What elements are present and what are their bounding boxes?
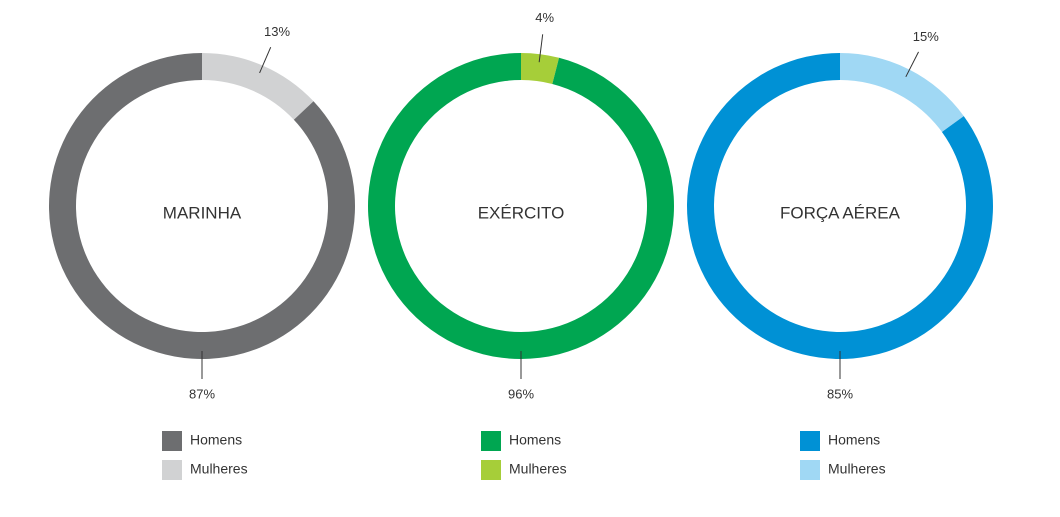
donut-segment [840, 53, 964, 132]
legend-swatch [800, 460, 820, 480]
legend-swatch [162, 460, 182, 480]
donut-title: MARINHA [163, 203, 242, 222]
legend-swatch [481, 431, 501, 451]
leader-line [538, 34, 544, 63]
leader-line [259, 47, 272, 74]
legend-label: Homens [509, 432, 561, 448]
value-label: 13% [264, 24, 290, 39]
donut-title: EXÉRCITO [478, 203, 565, 222]
legend-label: Homens [190, 432, 242, 448]
legend-swatch [481, 460, 501, 480]
value-label: 85% [827, 386, 853, 401]
legend-label: Homens [828, 432, 880, 448]
legend-label: Mulheres [190, 461, 248, 477]
value-label: 15% [913, 29, 939, 44]
donut-title: FORÇA AÉREA [780, 203, 901, 222]
legend-label: Mulheres [828, 461, 886, 477]
value-label: 4% [535, 10, 554, 25]
donut-segment [521, 53, 560, 84]
legend-swatch [800, 431, 820, 451]
legend-label: Mulheres [509, 461, 567, 477]
value-label: 87% [189, 386, 215, 401]
legend-swatch [162, 431, 182, 451]
value-label: 96% [508, 386, 534, 401]
leader-line [905, 51, 919, 78]
donut-segment [202, 53, 314, 120]
